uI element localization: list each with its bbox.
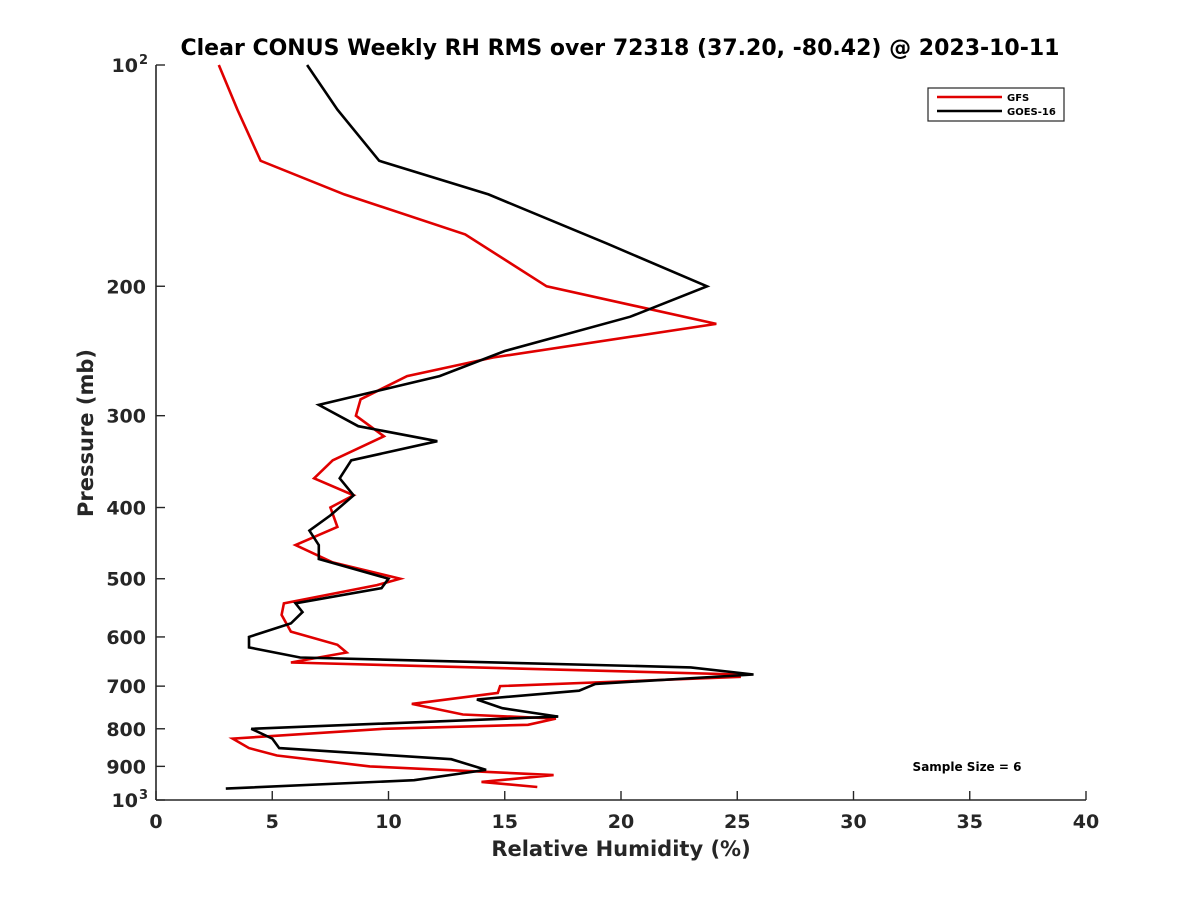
y-tick-label: 900 (106, 756, 146, 778)
y-tick-exponent: 3 (139, 788, 148, 803)
y-tick-label: 600 (106, 627, 146, 649)
y-tick-label: 400 (106, 498, 146, 520)
y-tick-label: 10 (112, 55, 138, 77)
x-tick-label: 35 (957, 811, 983, 833)
legend-box (927, 87, 1065, 122)
y-tick-label: 10 (112, 790, 138, 812)
legend-label-gfs: GFS (1007, 93, 1029, 104)
x-tick-label: 30 (840, 811, 866, 833)
y-tick-label: 300 (106, 406, 146, 428)
x-tick-label: 10 (375, 811, 401, 833)
series-line-goes-16 (225, 64, 754, 790)
x-tick-label: 20 (608, 811, 634, 833)
y-tick-exponent: 2 (139, 53, 148, 68)
chart-title: Clear CONUS Weekly RH RMS over 72318 (37… (181, 36, 1060, 61)
y-axis-label: Pressure (mb) (74, 349, 98, 517)
y-tick-label: 700 (106, 676, 146, 698)
y-tick-label: 200 (106, 276, 146, 298)
legend: GFS GOES-16 (927, 87, 1065, 122)
x-tick-label: 0 (149, 811, 162, 833)
series-line-gfs (217, 64, 741, 789)
x-tick-label: 40 (1073, 811, 1099, 833)
y-tick-label: 800 (106, 719, 146, 741)
x-ticks: 0 5 10 15 20 25 30 35 40 (149, 791, 1099, 833)
y-tick-label: 500 (106, 569, 146, 591)
x-tick-label: 5 (266, 811, 279, 833)
x-tick-label: 25 (724, 811, 750, 833)
legend-label-goes16: GOES-16 (1007, 107, 1056, 118)
series-layer (217, 64, 754, 790)
x-axis-label: Relative Humidity (%) (491, 837, 750, 861)
sample-size-annotation: Sample Size = 6 (913, 760, 1022, 774)
x-tick-label: 15 (492, 811, 518, 833)
